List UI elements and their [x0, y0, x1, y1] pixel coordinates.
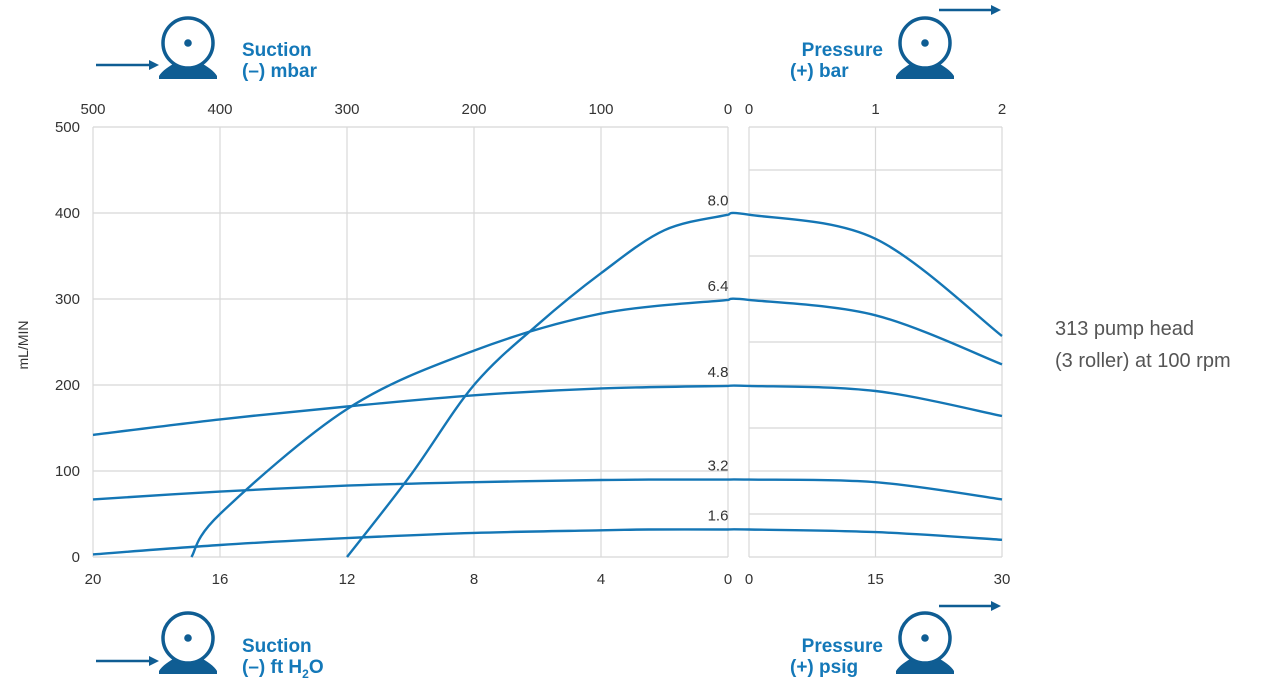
bottom-axis-tick-label: 30 [994, 571, 1011, 588]
pressure-psig-pump-icon [896, 601, 1001, 674]
curve-suction-6.4 [190, 298, 729, 558]
curve-pressure-1.6 [727, 528, 1003, 541]
top-axis-tick-label: 500 [80, 101, 105, 118]
y-axis-ticks: 0 100 200 300 400 500 [55, 119, 80, 566]
curve-label-4.8: 4.8 [708, 364, 729, 381]
suction-pump-icon [96, 16, 217, 79]
pressure-psig-title-line2: (+) psig [790, 657, 858, 678]
curve-suction-8.0 [346, 213, 729, 558]
performance-curves [92, 211, 1003, 558]
top-axis-tick-label: 0 [724, 101, 732, 118]
suction-gridlines [92, 126, 729, 558]
pump-head-note-line2: (3 roller) at 100 rpm [1055, 350, 1231, 372]
pressure-bar-axis: 0 1 2 [745, 101, 1006, 118]
pressure-psig-axis: 0 15 30 [745, 571, 1011, 588]
bottom-axis-tick-label: 4 [597, 571, 605, 588]
suction-ftH2O-title-line1: Suction [242, 636, 312, 657]
curve-pressure-6.4 [727, 297, 1003, 366]
y-tick-label: 100 [55, 463, 80, 480]
curve-suction-3.2 [92, 478, 729, 501]
pressure-psig-title-line1: Pressure [802, 636, 883, 657]
bottom-axis-tick-label: 8 [470, 571, 478, 588]
top-axis-tick-label: 100 [588, 101, 613, 118]
pump-head-note-line1: 313 pump head [1055, 318, 1194, 340]
y-tick-label: 500 [55, 119, 80, 136]
y-tick-label: 400 [55, 205, 80, 222]
curve-pressure-3.2 [727, 478, 1003, 501]
top-axis-tick-label: 400 [207, 101, 232, 118]
bottom-axis-tick-label: 20 [85, 571, 102, 588]
y-tick-label: 200 [55, 377, 80, 394]
curve-suction-4.8 [92, 384, 729, 437]
top-axis-tick-label: 200 [461, 101, 486, 118]
y-axis-label: mL/MIN [15, 321, 31, 370]
curve-pressure-4.8 [727, 384, 1003, 418]
curve-pressure-8.0 [727, 211, 1003, 337]
pressure-gridlines [748, 126, 1003, 558]
top-axis-tick-label: 0 [745, 101, 753, 118]
curve-labels: 1.6 3.2 4.8 6.4 8.0 [708, 193, 729, 525]
pressure-pump-icon [896, 5, 1001, 79]
curve-label-6.4: 6.4 [708, 278, 729, 295]
top-axis-tick-label: 1 [871, 101, 879, 118]
curve-label-3.2: 3.2 [708, 458, 729, 475]
pressure-bar-title-line2: (+) bar [790, 61, 849, 82]
suction-mbar-axis: 500 400 300 200 100 0 [80, 101, 732, 118]
curve-suction-1.6 [92, 528, 729, 556]
curve-label-8.0: 8.0 [708, 193, 729, 210]
suction-mbar-title-line1: Suction [242, 40, 312, 61]
suction-ftH2O-pump-icon [96, 611, 217, 674]
bottom-axis-tick-label: 15 [867, 571, 884, 588]
top-axis-tick-label: 300 [334, 101, 359, 118]
top-axis-tick-label: 2 [998, 101, 1006, 118]
y-tick-label: 0 [72, 549, 80, 566]
pressure-bar-title-line1: Pressure [802, 40, 883, 61]
suction-mbar-title-line2: (–) mbar [242, 61, 318, 82]
bottom-axis-tick-label: 0 [724, 571, 732, 588]
bottom-axis-tick-label: 16 [212, 571, 229, 588]
bottom-axis-tick-label: 0 [745, 571, 753, 588]
suction-ftH2O-axis: 20 16 12 8 4 0 [85, 571, 733, 588]
suction-ftH2O-title-line2: (–) ft H2O [242, 657, 324, 681]
curve-label-1.6: 1.6 [708, 507, 729, 524]
bottom-axis-tick-label: 12 [339, 571, 356, 588]
panel-gap [729, 125, 748, 559]
y-tick-label: 300 [55, 291, 80, 308]
